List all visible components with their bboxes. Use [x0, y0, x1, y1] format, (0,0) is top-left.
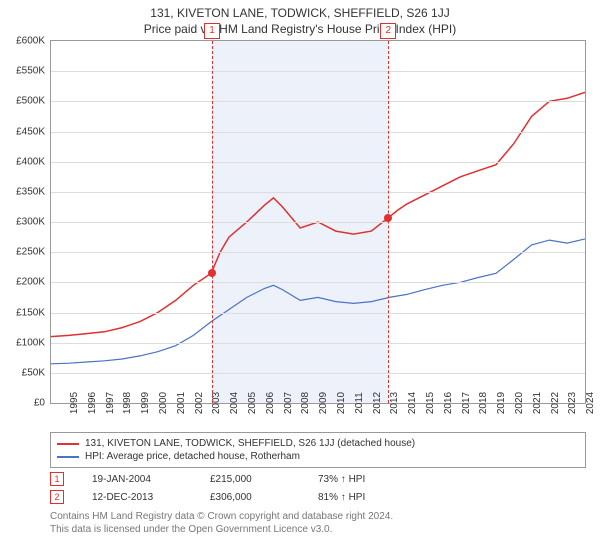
y-axis-label: £50K	[22, 367, 51, 378]
chart-plot-area: £0£50K£100K£150K£200K£250K£300K£350K£400…	[50, 40, 586, 404]
gridline-h	[51, 132, 585, 133]
legend-label-price: 131, KIVETON LANE, TODWICK, SHEFFIELD, S…	[85, 438, 415, 449]
transaction-point	[208, 269, 216, 277]
gridline-h	[51, 192, 585, 193]
series-line-hpi	[51, 239, 585, 364]
footer-line-2: This data is licensed under the Open Gov…	[50, 523, 586, 536]
y-axis-label: £400K	[16, 156, 51, 167]
legend-swatch-hpi	[57, 456, 79, 458]
y-axis-label: £500K	[16, 96, 51, 107]
transaction-marker: 2	[380, 23, 396, 39]
gridline-h	[51, 222, 585, 223]
series-line-price	[51, 92, 585, 336]
gridline-h	[51, 252, 585, 253]
y-axis-label: £450K	[16, 126, 51, 137]
x-axis-label: 2025	[585, 392, 600, 414]
transaction-row-date: 19-JAN-2004	[92, 474, 182, 485]
transaction-row-date: 12-DEC-2013	[92, 492, 182, 503]
transaction-row-marker: 1	[50, 472, 64, 486]
legend-item-hpi: HPI: Average price, detached house, Roth…	[57, 450, 579, 463]
y-axis-label: £250K	[16, 247, 51, 258]
legend-swatch-price	[57, 443, 79, 445]
transaction-row: 1 19-JAN-2004 £215,000 73% ↑ HPI	[50, 472, 586, 486]
transaction-row-price: £215,000	[210, 474, 290, 485]
transaction-marker: 1	[204, 23, 220, 39]
gridline-h	[51, 373, 585, 374]
transaction-row-pct: 81% ↑ HPI	[318, 492, 365, 503]
transaction-row: 2 12-DEC-2013 £306,000 81% ↑ HPI	[50, 490, 586, 504]
legend-box: 131, KIVETON LANE, TODWICK, SHEFFIELD, S…	[50, 432, 586, 468]
gridline-h	[51, 71, 585, 72]
footer-copyright: Contains HM Land Registry data © Crown c…	[50, 510, 586, 536]
transaction-row-marker: 2	[50, 490, 64, 504]
chart-title-address: 131, KIVETON LANE, TODWICK, SHEFFIELD, S…	[8, 6, 592, 20]
legend-item-price: 131, KIVETON LANE, TODWICK, SHEFFIELD, S…	[57, 437, 579, 450]
gridline-h	[51, 101, 585, 102]
transaction-vline	[212, 41, 213, 403]
gridline-h	[51, 282, 585, 283]
transaction-point	[384, 214, 392, 222]
y-axis-label: £100K	[16, 337, 51, 348]
y-axis-label: £150K	[16, 307, 51, 318]
gridline-h	[51, 343, 585, 344]
y-axis-label: £550K	[16, 66, 51, 77]
footer-line-1: Contains HM Land Registry data © Crown c…	[50, 510, 586, 523]
transaction-row-pct: 73% ↑ HPI	[318, 474, 365, 485]
y-axis-label: £600K	[16, 36, 51, 47]
y-axis-label: £300K	[16, 217, 51, 228]
transaction-row-price: £306,000	[210, 492, 290, 503]
legend-label-hpi: HPI: Average price, detached house, Roth…	[85, 451, 300, 462]
gridline-h	[51, 313, 585, 314]
chart-subtitle: Price paid vs. HM Land Registry's House …	[8, 22, 592, 36]
y-axis-label: £350K	[16, 186, 51, 197]
y-axis-label: £0	[34, 398, 51, 409]
gridline-h	[51, 162, 585, 163]
y-axis-label: £200K	[16, 277, 51, 288]
